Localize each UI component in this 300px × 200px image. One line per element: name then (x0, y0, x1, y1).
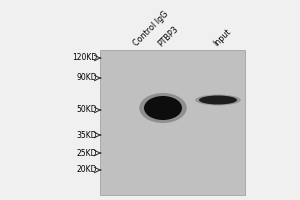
Text: 35KD: 35KD (76, 130, 97, 140)
Ellipse shape (144, 96, 182, 120)
Text: 90KD: 90KD (76, 73, 97, 82)
Bar (100, 50, 245, 195)
Text: 120KD: 120KD (72, 53, 97, 62)
Text: 50KD: 50KD (76, 106, 97, 114)
Text: 20KD: 20KD (76, 166, 97, 174)
Text: Input: Input (212, 27, 233, 48)
Text: 25KD: 25KD (76, 148, 97, 158)
Ellipse shape (199, 96, 237, 104)
Text: Control IgG: Control IgG (132, 10, 170, 48)
Ellipse shape (139, 93, 187, 123)
Text: PTBP3: PTBP3 (157, 24, 181, 48)
Ellipse shape (195, 95, 241, 105)
